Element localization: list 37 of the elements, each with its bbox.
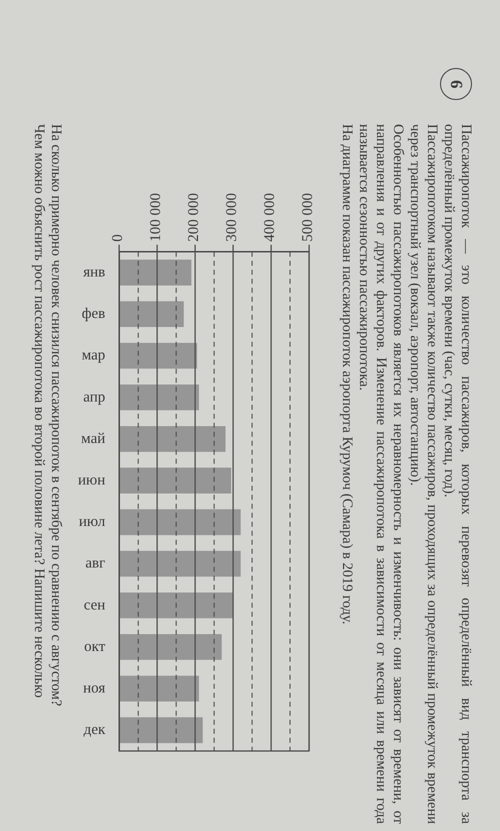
bar xyxy=(120,592,234,618)
y-tick-label: сен xyxy=(84,597,106,614)
bar xyxy=(120,384,199,410)
y-tick-label: янв xyxy=(83,264,106,280)
x-tick-label: 300 000 xyxy=(224,193,240,242)
bar xyxy=(120,634,222,660)
y-tick-label: окт xyxy=(84,638,106,655)
text: Чем можно объяснить рост пассажиропотока во второй половине лета? Напишите несколько xyxy=(30,124,47,700)
bar xyxy=(120,509,241,536)
y-tick-label: авг xyxy=(85,556,106,572)
bar xyxy=(120,550,241,577)
y-tick-label: фев xyxy=(82,306,106,322)
text: На диаграмме показан пассажиропоток аэропорта Курумоч (Самара) в 2019 году. xyxy=(338,124,355,626)
bar xyxy=(120,468,232,494)
text: На сколько примерно человек снизился пассажиропоток в сентябре по сравнению с августом? xyxy=(47,124,64,708)
x-tick-label: 0 xyxy=(110,234,126,242)
x-tick-label: 500 000 xyxy=(300,193,316,242)
x-tick-label: 400 000 xyxy=(262,193,278,242)
text: Пассажиропоток — это количество пассажиров, которых перевозят определённый вид транспорта за определённый промежуток времени (час, сутки, месяц, год). xyxy=(440,124,474,824)
bar xyxy=(120,342,198,369)
text: Особенностью пассажиропотоков является их неравномерность и изменчивость: они зависят от времени, от направления и от других факторов. Изменение пассажиропотока в зависимости от месяца или времени года называется сезонностью пассажиропотока. xyxy=(355,124,406,824)
text: Пассажиропотоком называют также количество пассажиров, проходящих за определённый промежуток времени через транспортный узел (вокзал, аэропорт, автостанцию). xyxy=(406,124,440,824)
bar xyxy=(120,260,192,286)
y-tick-label: июн xyxy=(78,472,106,489)
bar xyxy=(120,301,184,328)
y-tick-label: ноя xyxy=(83,680,106,697)
y-tick-label: апр xyxy=(83,389,106,406)
y-tick-label: июл xyxy=(78,514,106,530)
text: 6 xyxy=(446,80,466,88)
bar xyxy=(120,426,226,452)
y-tick-label: май xyxy=(81,430,106,447)
y-tick-label: мар xyxy=(82,348,106,364)
bar xyxy=(120,717,203,744)
y-tick-label: дек xyxy=(84,722,106,738)
x-tick-label: 200 000 xyxy=(186,193,202,242)
bar xyxy=(120,676,199,702)
x-tick-label: 100 000 xyxy=(148,193,164,242)
